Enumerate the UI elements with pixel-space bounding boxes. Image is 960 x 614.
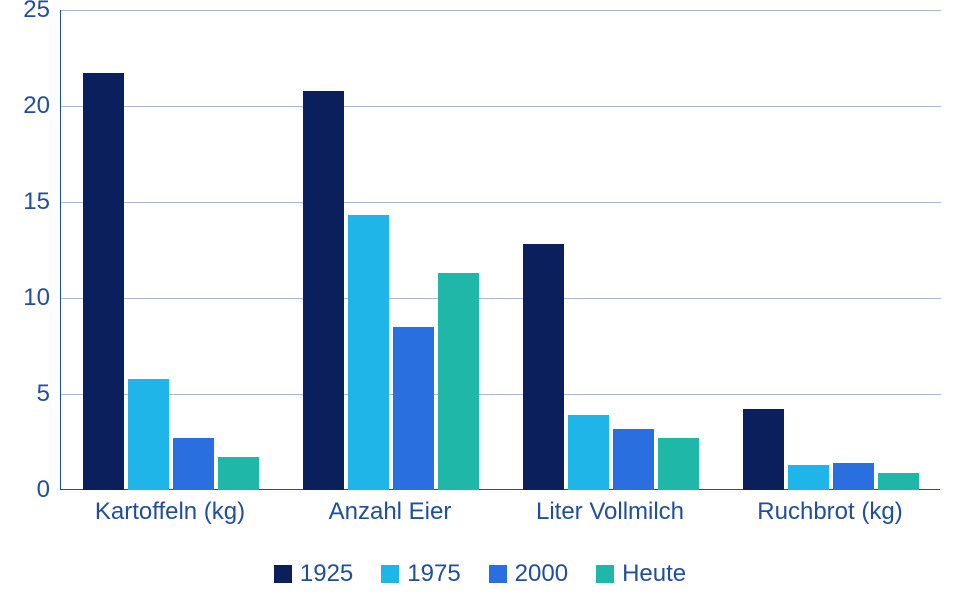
legend-item: 1925	[274, 560, 353, 588]
bar	[743, 409, 784, 490]
bar	[568, 415, 609, 490]
legend-label: 1975	[407, 560, 460, 588]
y-tick-label: 25	[0, 0, 50, 24]
bar-groups	[61, 10, 941, 490]
legend-swatch	[596, 565, 614, 583]
bar-group	[61, 10, 281, 490]
bar-chart: 0510152025 Kartoffeln (kg)Anzahl EierLit…	[60, 10, 940, 520]
legend-label: Heute	[622, 560, 686, 588]
y-tick-label: 10	[0, 284, 50, 312]
y-tick-label: 0	[0, 476, 50, 504]
bar	[83, 73, 124, 490]
bar-group	[721, 10, 941, 490]
x-category-label: Liter Vollmilch	[500, 498, 720, 526]
bar	[788, 465, 829, 490]
bar	[878, 473, 919, 490]
bar	[658, 438, 699, 490]
y-tick-label: 20	[0, 92, 50, 120]
x-category-label: Kartoffeln (kg)	[60, 498, 280, 526]
bar	[173, 438, 214, 490]
x-category-label: Anzahl Eier	[280, 498, 500, 526]
bar	[833, 463, 874, 490]
y-tick-label: 5	[0, 380, 50, 408]
bar	[393, 327, 434, 490]
legend-swatch	[274, 565, 292, 583]
legend-label: 2000	[515, 560, 568, 588]
bar	[523, 244, 564, 490]
bar	[303, 91, 344, 490]
plot-area	[60, 10, 940, 490]
y-tick-label: 15	[0, 188, 50, 216]
legend: 1925 1975 2000 Heute	[0, 560, 960, 588]
legend-swatch	[489, 565, 507, 583]
bar-group	[281, 10, 501, 490]
legend-item: 1975	[381, 560, 460, 588]
legend-item: Heute	[596, 560, 686, 588]
legend-item: 2000	[489, 560, 568, 588]
bar	[218, 457, 259, 490]
legend-label: 1925	[300, 560, 353, 588]
bar	[438, 273, 479, 490]
bar	[348, 215, 389, 490]
bar-group	[501, 10, 721, 490]
bar	[128, 379, 169, 490]
bar	[613, 429, 654, 490]
x-category-label: Ruchbrot (kg)	[720, 498, 940, 526]
legend-swatch	[381, 565, 399, 583]
